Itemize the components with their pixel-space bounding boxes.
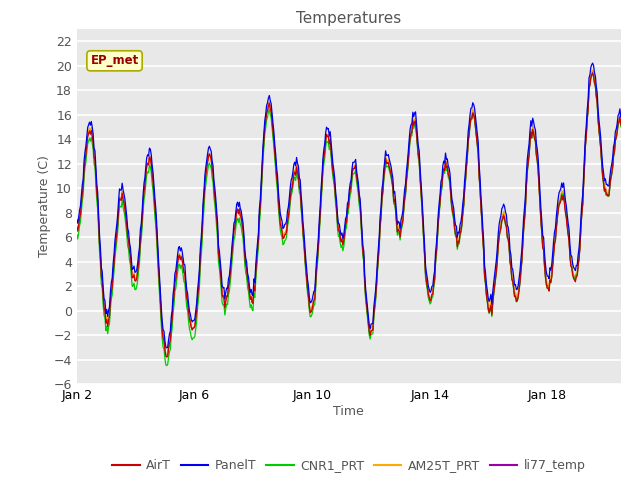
Y-axis label: Temperature (C): Temperature (C) <box>38 156 51 257</box>
X-axis label: Time: Time <box>333 405 364 418</box>
Legend: AirT, PanelT, CNR1_PRT, AM25T_PRT, li77_temp: AirT, PanelT, CNR1_PRT, AM25T_PRT, li77_… <box>107 454 591 477</box>
Title: Temperatures: Temperatures <box>296 11 401 26</box>
Text: EP_met: EP_met <box>90 54 139 67</box>
